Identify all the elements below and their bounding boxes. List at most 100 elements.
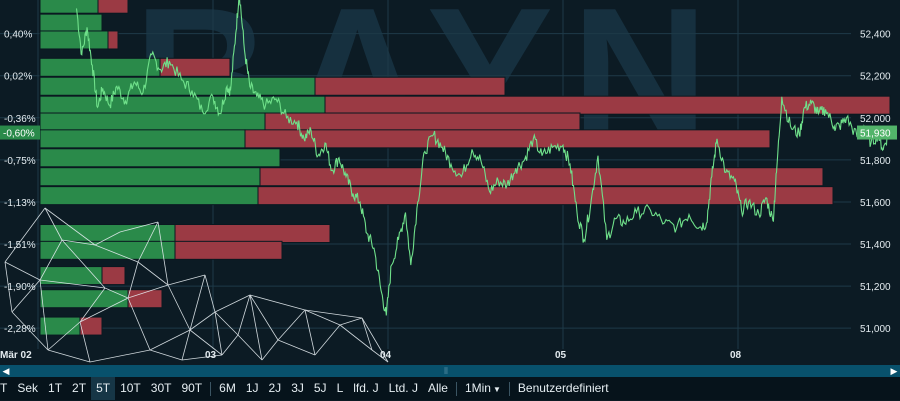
mesh-edge bbox=[11, 279, 41, 313]
volume-profile-buy-bar bbox=[39, 76, 316, 96]
horizontal-scrollbar[interactable]: ◀ ⦀ ▶ bbox=[0, 365, 900, 377]
mesh-edge bbox=[221, 334, 239, 356]
mesh-edge bbox=[104, 287, 129, 299]
timeframe-button[interactable]: 1J bbox=[245, 381, 259, 395]
mesh-edge bbox=[44, 207, 63, 241]
mesh-edge bbox=[304, 309, 363, 319]
volume-profile-buy-bar bbox=[39, 266, 103, 286]
current-percent-label: -0,60% bbox=[3, 129, 35, 140]
mesh-edge bbox=[237, 334, 263, 361]
timeframe-button[interactable]: 10T bbox=[120, 381, 141, 395]
volume-profile-sell-bar bbox=[159, 57, 231, 77]
mesh-edge bbox=[277, 339, 316, 356]
timeframe-button[interactable]: 5J bbox=[313, 381, 327, 395]
timeframe-button[interactable]: 3J bbox=[291, 381, 304, 395]
timeframe-button[interactable]: lfd. J bbox=[353, 381, 379, 395]
x-axis-label: 05 bbox=[555, 350, 567, 361]
mesh-edge bbox=[137, 261, 169, 286]
volume-profile-sell-bar bbox=[324, 95, 891, 115]
mesh-edge bbox=[361, 317, 389, 363]
mesh-edge bbox=[181, 354, 223, 361]
mesh-edge bbox=[314, 324, 341, 356]
mesh-edge bbox=[361, 317, 373, 351]
mesh-edge bbox=[4, 261, 41, 281]
volume-profile-sell-bar bbox=[174, 240, 283, 260]
mesh-edge bbox=[4, 207, 46, 263]
y-right-tick-label: 51,400 bbox=[860, 240, 891, 251]
mesh-edge bbox=[61, 239, 106, 289]
y-left-tick-label: 0,02% bbox=[4, 72, 32, 83]
timeframe-button[interactable]: T bbox=[0, 381, 8, 395]
mesh-edge bbox=[249, 294, 263, 361]
timeframe-button[interactable]: 2T bbox=[72, 381, 87, 395]
y-left-tick-label: -1,90% bbox=[4, 282, 36, 293]
y-right-tick-label: 52,200 bbox=[860, 72, 891, 83]
volume-profile-sell-bar bbox=[79, 316, 103, 336]
mesh-edge bbox=[79, 297, 129, 323]
mesh-edge bbox=[167, 274, 206, 286]
mesh-edge bbox=[181, 329, 191, 361]
mesh-edge bbox=[127, 297, 151, 351]
timeframe-button[interactable]: Ltd. J bbox=[388, 381, 418, 395]
toolbar-divider bbox=[508, 381, 510, 396]
mesh-edge bbox=[189, 311, 216, 331]
mesh-edge bbox=[39, 279, 106, 289]
chevron-down-icon: ▼ bbox=[492, 385, 501, 394]
mesh-edge bbox=[127, 261, 139, 299]
y-left-tick-label: -1,51% bbox=[4, 240, 36, 251]
interval-value: 1Min bbox=[464, 381, 491, 395]
mesh-edge bbox=[277, 309, 306, 341]
mesh-edge bbox=[167, 284, 191, 331]
volume-profile-buy-bar bbox=[39, 186, 259, 206]
timeframe-button[interactable]: Sek bbox=[17, 381, 39, 395]
mesh-edge bbox=[149, 349, 183, 361]
mesh-edge bbox=[149, 329, 191, 351]
mesh-edge bbox=[47, 321, 81, 351]
timeframe-button[interactable]: 30T bbox=[150, 381, 172, 395]
volume-profile-sell-bar bbox=[264, 112, 581, 132]
interval-dropdown[interactable]: 1Min ▼ bbox=[460, 377, 506, 400]
volume-profile-sell-bar bbox=[101, 266, 126, 286]
scroll-thumb-grip-icon[interactable]: ⦀ bbox=[444, 366, 448, 376]
custom-range-button[interactable]: Benutzerdefiniert bbox=[517, 381, 609, 395]
y-left-tick-label: -2,28% bbox=[4, 324, 36, 335]
timeframe-button[interactable]: 1T bbox=[48, 381, 63, 395]
mesh-edge bbox=[214, 311, 223, 356]
mesh-edge bbox=[214, 311, 239, 336]
chart-area[interactable]: BAYN0,40%0,02%-0,36%-0,75%-1,13%-1,51%-1… bbox=[0, 0, 900, 365]
mesh-edge bbox=[204, 274, 216, 313]
mesh-edge bbox=[47, 349, 91, 363]
volume-profile-sell-bar bbox=[314, 76, 506, 96]
mesh-edge bbox=[339, 324, 373, 351]
scroll-right-arrow-icon[interactable]: ▶ bbox=[890, 366, 898, 376]
mesh-edge bbox=[371, 349, 389, 363]
price-chart[interactable]: BAYN0,40%0,02%-0,36%-0,75%-1,13%-1,51%-1… bbox=[0, 0, 900, 365]
volume-profile-sell-bar bbox=[259, 167, 824, 187]
mesh-edge bbox=[94, 244, 139, 263]
current-percent-badge bbox=[0, 125, 40, 140]
volume-profile-sell-bar bbox=[107, 30, 119, 50]
volume-profile-sell-bar bbox=[174, 224, 331, 244]
volume-profile-buy-bar bbox=[39, 95, 326, 115]
mesh-edge bbox=[119, 221, 159, 233]
y-right-tick-label: 52,000 bbox=[860, 114, 891, 125]
y-right-tick-label: 51,200 bbox=[860, 282, 891, 293]
timeframe-button[interactable]: Alle bbox=[427, 381, 448, 395]
timeframe-button[interactable]: 6M bbox=[219, 381, 236, 395]
mesh-edge bbox=[249, 294, 306, 311]
mesh-edge bbox=[157, 221, 169, 286]
mesh-edge bbox=[237, 294, 251, 336]
x-axis-label: 04 bbox=[380, 350, 392, 361]
volume-profile-buy-bar bbox=[39, 57, 161, 77]
scroll-left-arrow-icon[interactable]: ◀ bbox=[2, 366, 10, 376]
current-value-label: 51,930 bbox=[860, 129, 891, 140]
volume-profile-sell-bar bbox=[97, 0, 129, 14]
mesh-edge bbox=[304, 309, 341, 326]
timeframe-button[interactable]: 90T bbox=[181, 381, 203, 395]
y-right-tick-label: 51,800 bbox=[860, 156, 891, 167]
mesh-edge bbox=[127, 284, 169, 299]
timeframe-button[interactable]: L bbox=[336, 381, 344, 395]
mesh-edge bbox=[11, 311, 49, 351]
timeframe-button[interactable]: 5T bbox=[91, 377, 116, 400]
timeframe-button[interactable]: 2J bbox=[268, 381, 282, 395]
